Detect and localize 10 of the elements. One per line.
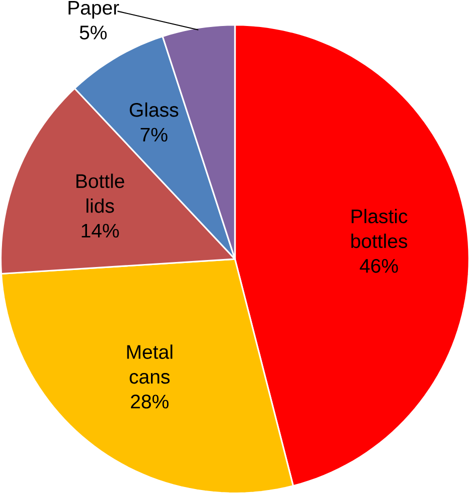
data-label: 7% [140,128,168,142]
slice-label: Bottle lids [76,174,124,213]
data-label: 28% [131,394,169,408]
data-label: 5% [80,26,107,40]
data-label: 46% [360,258,398,273]
slice-label: Paper [68,1,120,19]
slice-label: Glass [130,102,178,117]
slice-label: Plastic bottles [351,208,408,248]
slice-label: Metal cans [127,344,172,384]
data-label: 14% [82,224,119,238]
